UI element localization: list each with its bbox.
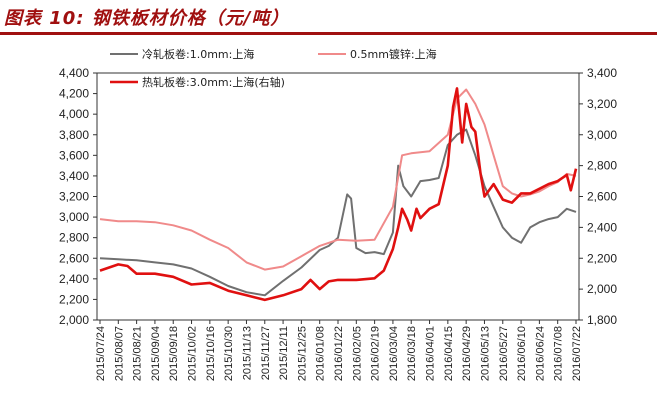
y-left-tick-label: 2,600 (59, 251, 89, 265)
y-left-tick-label: 4,400 (59, 66, 89, 80)
line-chart: 2,000 2,200 2,400 2,600 2,800 3,000 3,200 3,400… (59, 47, 617, 381)
title-rule (0, 32, 657, 35)
legend-label-1: 0.5mm镀锌:上海 (350, 47, 437, 61)
y-right-tick-label: 2,800 (587, 159, 617, 173)
x-tick-label: 2015/11/27 (260, 326, 272, 380)
x-tick-label: 2016/05/13 (479, 326, 491, 381)
series-line-0 (99, 128, 577, 297)
x-tick-label: 2015/08/21 (132, 326, 144, 381)
x-tick-label: 2015/08/07 (113, 326, 125, 381)
y-right-tick-label: 2,400 (587, 220, 617, 234)
series-lines (99, 87, 578, 302)
y-left-tick-label: 2,800 (59, 231, 89, 245)
y-left-tick-label: 3,400 (59, 169, 89, 183)
y-left-tick-label: 3,600 (59, 148, 89, 162)
x-tick-label: 2016/03/04 (388, 326, 400, 381)
chart-title: 图表 10: 钢铁板材价格（元/吨） (4, 8, 290, 29)
y-right-tick-label: 3,200 (587, 97, 617, 111)
x-tick-label: 2016/07/22 (571, 326, 583, 381)
y-right-tick-label: 3,000 (587, 128, 617, 142)
y-left-tick-label: 3,200 (59, 190, 89, 204)
y-right-tick-label: 3,400 (587, 66, 617, 80)
y-left-tick-label: 3,000 (59, 210, 89, 224)
y-left-tick-label: 4,200 (59, 87, 89, 101)
x-tick-label: 2016/01/08 (315, 326, 327, 381)
y-right-tick-label: 2,200 (587, 251, 617, 265)
x-tick-label: 2016/04/29 (461, 326, 473, 381)
y-left-tick-label: 4,000 (59, 107, 89, 121)
y-right-tick-label: 2,600 (587, 190, 617, 204)
x-tick-label: 2015/10/16 (205, 326, 217, 381)
legend-label-2: 热轧板卷:3.0mm:上海(右轴) (142, 75, 285, 89)
x-tick-label: 2015/07/24 (95, 326, 107, 381)
x-tick-label: 2016/02/05 (351, 326, 363, 381)
x-tick-label: 2016/06/24 (534, 326, 546, 381)
y-left-axis: 2,000 2,200 2,400 2,600 2,800 3,000 3,200 3,400… (59, 66, 97, 327)
x-tick-label: 2015/12/25 (296, 326, 308, 381)
x-tick-label: 2016/04/15 (443, 326, 455, 381)
x-tick-label: 2016/01/22 (333, 326, 345, 381)
x-tick-label: 2015/09/04 (150, 326, 162, 381)
x-axis: 2015/07/24 2015/08/07 2015/08/21 2015/09/04… (95, 320, 583, 381)
x-tick-label: 2016/04/01 (425, 326, 437, 381)
plot-area (96, 72, 580, 321)
series-line-2 (99, 87, 578, 302)
x-tick-label: 2016/06/10 (516, 326, 528, 381)
y-right-tick-label: 2,000 (587, 282, 617, 296)
x-tick-label: 2015/12/11 (278, 326, 290, 380)
x-tick-label: 2016/07/08 (553, 326, 565, 381)
x-tick-label: 2016/05/27 (498, 326, 510, 381)
legend-label-0: 冷轧板卷:1.0mm:上海 (142, 47, 254, 61)
y-left-tick-label: 2,200 (59, 292, 89, 306)
x-tick-label: 2016/03/18 (406, 326, 418, 381)
y-right-axis: 1,800 2,000 2,200 2,400 2,600 2,800 3,000 3,200… (579, 66, 617, 327)
y-left-tick-label: 2,000 (59, 313, 89, 327)
x-tick-label: 2015/11/13 (241, 326, 253, 380)
x-tick-label: 2016/02/19 (370, 326, 382, 381)
y-right-tick-label: 1,800 (587, 313, 617, 327)
x-tick-label: 2015/09/18 (168, 326, 180, 381)
series-line-1 (99, 88, 577, 271)
y-left-tick-label: 3,800 (59, 128, 89, 142)
x-tick-label: 2015/10/30 (223, 326, 235, 381)
x-tick-label: 2015/10/02 (187, 326, 199, 381)
y-left-tick-label: 2,400 (59, 272, 89, 286)
